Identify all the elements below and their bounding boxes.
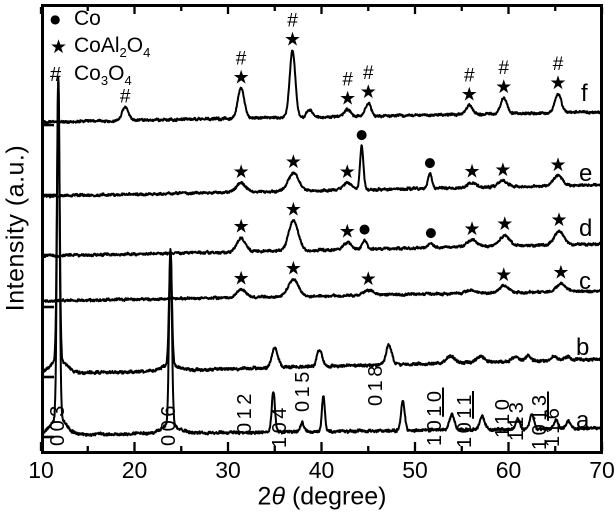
- star-marker: ★: [284, 29, 301, 51]
- x-tick-label-20: 20: [121, 457, 148, 483]
- y-axis-title: Intensity (a.u.): [1, 144, 30, 312]
- hash-marker: #: [553, 54, 564, 75]
- x-tick-label-70: 70: [589, 457, 615, 483]
- hkl-label-116: 116: [542, 405, 564, 447]
- xrd-curve-e: [43, 144, 601, 199]
- dot-marker: ●: [424, 155, 435, 170]
- plot-frame: [41, 4, 603, 454]
- hash-marker: #: [236, 48, 247, 69]
- curve-label-a: a: [576, 407, 590, 434]
- xrd-curve-b: [43, 76, 601, 376]
- hash-marker: #: [120, 87, 131, 108]
- star-marker: ★: [550, 209, 567, 231]
- x-tick-label-50: 50: [402, 457, 428, 483]
- hkl-label-1010: 1010: [424, 388, 446, 447]
- x-axis-title-part: (degree): [285, 482, 387, 511]
- hash-marker: #: [464, 65, 475, 86]
- hash-marker: #: [342, 70, 353, 91]
- legend-item-co: ● Co: [50, 5, 150, 33]
- hkl-label-015: 015: [292, 368, 314, 412]
- star-marker: ★: [464, 161, 481, 183]
- hkl-label-113: 113: [506, 399, 528, 441]
- star-marker: ★: [233, 267, 250, 289]
- x-axis-title-part: 2: [257, 482, 272, 511]
- hash-marker: #: [287, 11, 298, 32]
- legend-label: Co: [74, 7, 101, 30]
- curve-label-e: e: [579, 160, 592, 187]
- dot-marker: ●: [356, 128, 367, 143]
- xrd-curve-c: [43, 278, 601, 303]
- curve-label-b: b: [576, 334, 589, 361]
- star-marker: ★: [464, 218, 481, 240]
- x-tick-label-60: 60: [495, 457, 522, 483]
- legend-item-coal2o4: ★ CoAl2O4: [50, 33, 150, 61]
- star-marker: ★: [494, 159, 511, 181]
- star-marker: ★: [339, 220, 356, 242]
- xrd-curve-d: [43, 219, 601, 259]
- plot-legend: ● Co ★ CoAl2O4 # Co3O4: [50, 5, 150, 89]
- star-marker: ★: [495, 76, 512, 98]
- legend-item-co3o4: # Co3O4: [50, 61, 150, 89]
- legend-label: Co3O4: [74, 61, 132, 89]
- curve-label-d: d: [579, 215, 592, 242]
- star-marker: ★: [496, 213, 513, 235]
- star-marker: ★: [461, 83, 478, 105]
- hkl-label-006: 006: [158, 402, 180, 446]
- dot-icon: ●: [50, 12, 61, 26]
- star-icon: ★: [50, 36, 68, 58]
- hash-icon: #: [50, 63, 62, 86]
- hkl-label-003: 003: [47, 402, 69, 446]
- annotations: f#★#★#★#★#★# ★#★#e★ ★ ★●● ★ ★ ★d★★★ ● ● ★ ★ ★c★ ★ ★ ★ ★…: [47, 11, 592, 450]
- curves: [43, 49, 601, 437]
- star-marker: ★: [285, 258, 302, 280]
- theta-symbol: θ: [271, 482, 286, 511]
- hkl-label-012: 012: [234, 390, 256, 434]
- dot-marker: ●: [359, 222, 370, 237]
- hkl-label-1013: 1013: [529, 392, 551, 451]
- x-axis-title: 2θ (degree): [258, 483, 387, 512]
- star-marker: ★: [233, 161, 250, 183]
- hkl-label-104: 104: [269, 404, 291, 448]
- xrd-curve-a: [43, 84, 601, 437]
- xrd-curve-f: [43, 49, 601, 125]
- hkl-label-1011: 1011: [454, 391, 476, 448]
- star-marker: ★: [339, 161, 356, 183]
- x-tick-label-10: 10: [28, 457, 54, 483]
- legend-label: CoAl2O4: [74, 33, 151, 61]
- curve-label-c: c: [579, 268, 591, 295]
- hash-marker: #: [363, 63, 374, 84]
- x-tick-label-30: 30: [215, 457, 241, 483]
- star-marker: ★: [285, 199, 302, 221]
- star-marker: ★: [552, 262, 569, 284]
- hkl-label-110: 110: [492, 396, 514, 438]
- curve-label-f: f: [581, 80, 588, 107]
- star-marker: ★: [360, 268, 377, 290]
- star-marker: ★: [233, 66, 250, 88]
- hash-marker: #: [499, 58, 510, 79]
- star-marker: ★: [360, 81, 377, 103]
- hkl-label-018: 018: [365, 362, 387, 406]
- star-marker: ★: [495, 264, 512, 286]
- x-tick-label-40: 40: [308, 457, 335, 483]
- star-marker: ★: [550, 72, 567, 94]
- star-marker: ★: [233, 216, 250, 238]
- star-marker: ★: [550, 154, 567, 176]
- star-marker: ★: [285, 151, 302, 173]
- star-marker: ★: [339, 88, 356, 110]
- dot-marker: ●: [425, 226, 436, 241]
